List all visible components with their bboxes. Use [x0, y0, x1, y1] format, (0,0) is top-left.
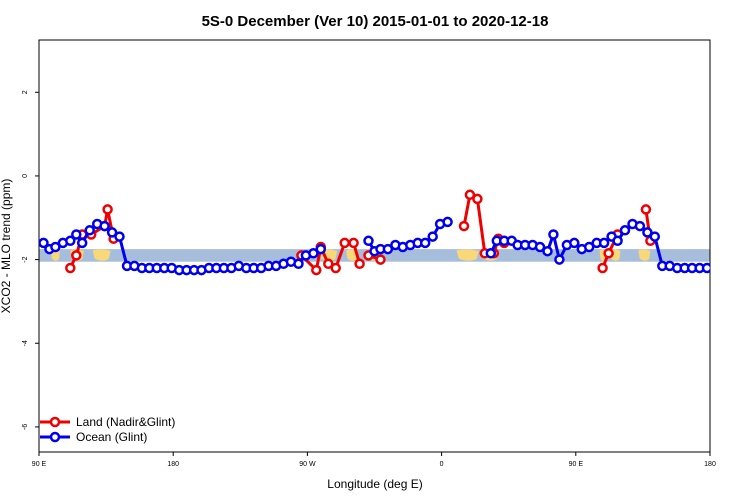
data-point [330, 262, 341, 274]
y-axis: 2 0 -2 -4 -6 [22, 90, 39, 430]
data-point [39, 237, 49, 249]
x-tick-label: 180 [704, 461, 716, 468]
data-point [339, 237, 350, 249]
data-point [323, 258, 334, 270]
data-point [106, 227, 118, 238]
data-point [642, 227, 653, 238]
data-point [569, 237, 580, 249]
legend-entry-ocean: Ocean (Glint) [40, 430, 147, 444]
data-point [485, 248, 497, 259]
data-point [114, 231, 125, 242]
chart-title: 5S-0 December (Ver 10) 2015-01-01 to 202… [202, 13, 549, 30]
data-point [315, 243, 327, 255]
data-point [603, 248, 614, 259]
data-point [76, 237, 88, 249]
data-point [363, 235, 374, 247]
x-tick-label: 90 E [32, 461, 47, 468]
data-point [354, 258, 365, 270]
data-point [50, 241, 61, 253]
x-tick-label: 90 W [299, 461, 316, 468]
data-point [99, 220, 110, 232]
data-point [311, 264, 322, 276]
x-tick-label: 90 E [569, 461, 584, 468]
data-point [464, 189, 476, 201]
y-tick-label: -6 [22, 424, 29, 430]
data-point [84, 225, 95, 236]
data-point [534, 241, 546, 253]
data-point [427, 231, 438, 242]
data-point [348, 237, 359, 249]
data-point [293, 258, 304, 270]
land-shape [92, 249, 111, 261]
data-point [71, 229, 82, 240]
y-tick-label: -2 [22, 256, 29, 262]
data-point [65, 262, 76, 274]
series-ocean [39, 216, 710, 276]
legend-land-label: Land (Nadir&Glint) [76, 415, 175, 429]
legend-ocean-marker [49, 431, 61, 443]
data-point [472, 193, 483, 205]
x-tick-label: 0 [440, 461, 444, 468]
plot-frame [38, 39, 711, 453]
y-tick-label: 0 [22, 174, 29, 178]
data-point [701, 262, 710, 274]
legend-land-marker [49, 416, 61, 428]
data-point [619, 225, 631, 236]
data-point [649, 231, 661, 242]
data-point [375, 254, 386, 265]
legend-entry-land: Land (Nadir&Glint) [40, 415, 175, 429]
data-point [554, 254, 565, 265]
land-shape [638, 249, 651, 261]
data-point [598, 237, 610, 249]
legend-ocean-label: Ocean (Glint) [76, 430, 147, 444]
x-axis-label: Longitude (deg E) [327, 477, 422, 491]
data-point [583, 241, 595, 253]
x-tick-label: 180 [167, 461, 179, 468]
data-series [39, 189, 710, 276]
data-point [634, 220, 646, 232]
land-shape [456, 249, 479, 261]
data-point [640, 204, 652, 215]
data-point [458, 220, 470, 232]
data-point [71, 250, 82, 261]
data-point [65, 235, 76, 247]
legend: Land (Nadir&Glint) Ocean (Glint) [40, 415, 175, 444]
y-tick-label: -4 [22, 340, 29, 346]
y-tick-label: 2 [22, 90, 29, 94]
data-point [419, 237, 431, 249]
data-point [308, 248, 319, 259]
data-point [548, 229, 559, 240]
data-point [597, 262, 608, 274]
data-point [542, 245, 553, 257]
y-axis-label: XCO2 - MLO trend (ppm) [0, 179, 13, 314]
x-axis: 90 E 180 90 W 0 90 E 180 [32, 452, 716, 468]
data-point [382, 243, 394, 255]
data-point [102, 204, 113, 215]
data-point [612, 235, 623, 247]
data-point [442, 216, 453, 228]
